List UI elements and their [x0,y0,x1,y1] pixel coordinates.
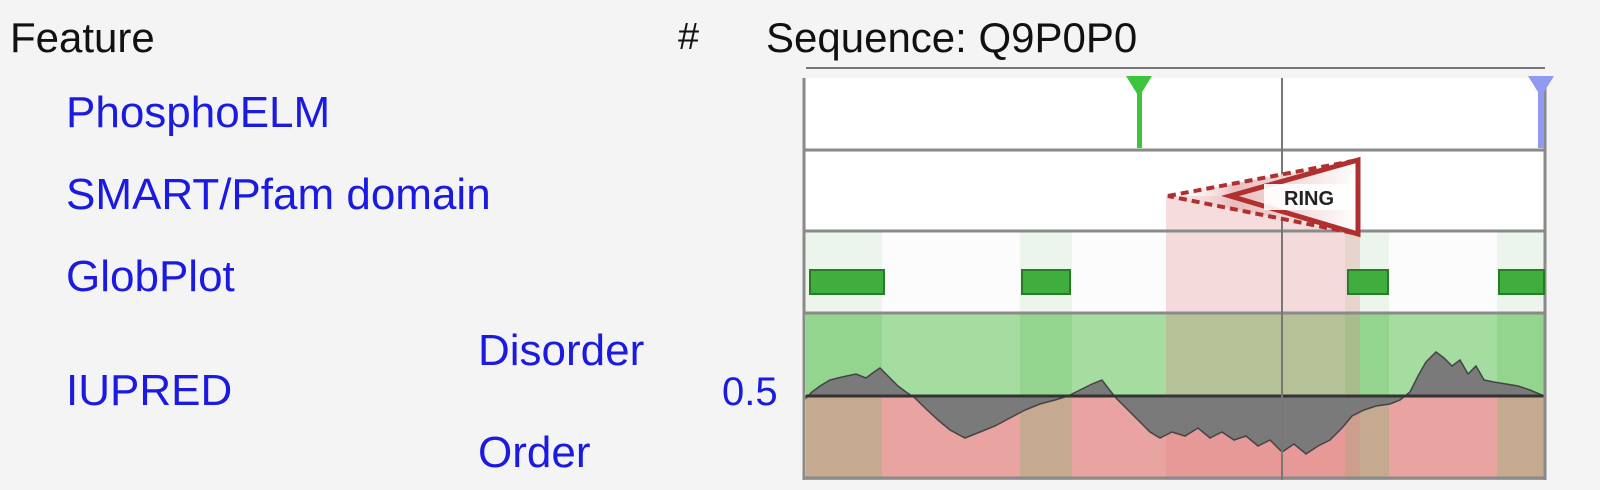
globplot-block [1347,269,1389,295]
ring-domain[interactable]: RING [1167,156,1361,238]
iupred-curve [805,351,1545,455]
track-link-globplot[interactable]: GlobPlot [66,252,235,301]
globplot-block [809,269,885,295]
globplot-blocks [809,269,1545,295]
iupred-threshold-label: 0.5 [722,370,778,414]
triangle-pin-icon [1126,76,1152,100]
globplot-track-bg [806,232,1544,312]
phospho-marker-green[interactable] [1126,76,1152,148]
sequence-header: Sequence: Q9P0P0 [766,14,1138,61]
count-header: # [678,16,700,58]
globplot-block [1498,269,1545,295]
domain-name-label: RING [1284,188,1334,210]
feature-header: Feature [10,14,155,61]
iupred-disorder-label: Disorder [478,326,645,375]
iupred-order-label: Order [478,428,591,477]
track-link-iupred[interactable]: IUPRED [66,366,233,415]
track-link-phosphoelm[interactable]: PhosphoELM [66,88,331,137]
track-link-smart-pfam[interactable]: SMART/Pfam domain [66,170,491,219]
phospho-marker-blue[interactable] [1528,76,1554,148]
phosphoelm-track-bg [806,78,1544,150]
globplot-block [1021,269,1071,295]
triangle-pin-icon [1528,76,1554,104]
smart-track-bg [806,152,1544,230]
